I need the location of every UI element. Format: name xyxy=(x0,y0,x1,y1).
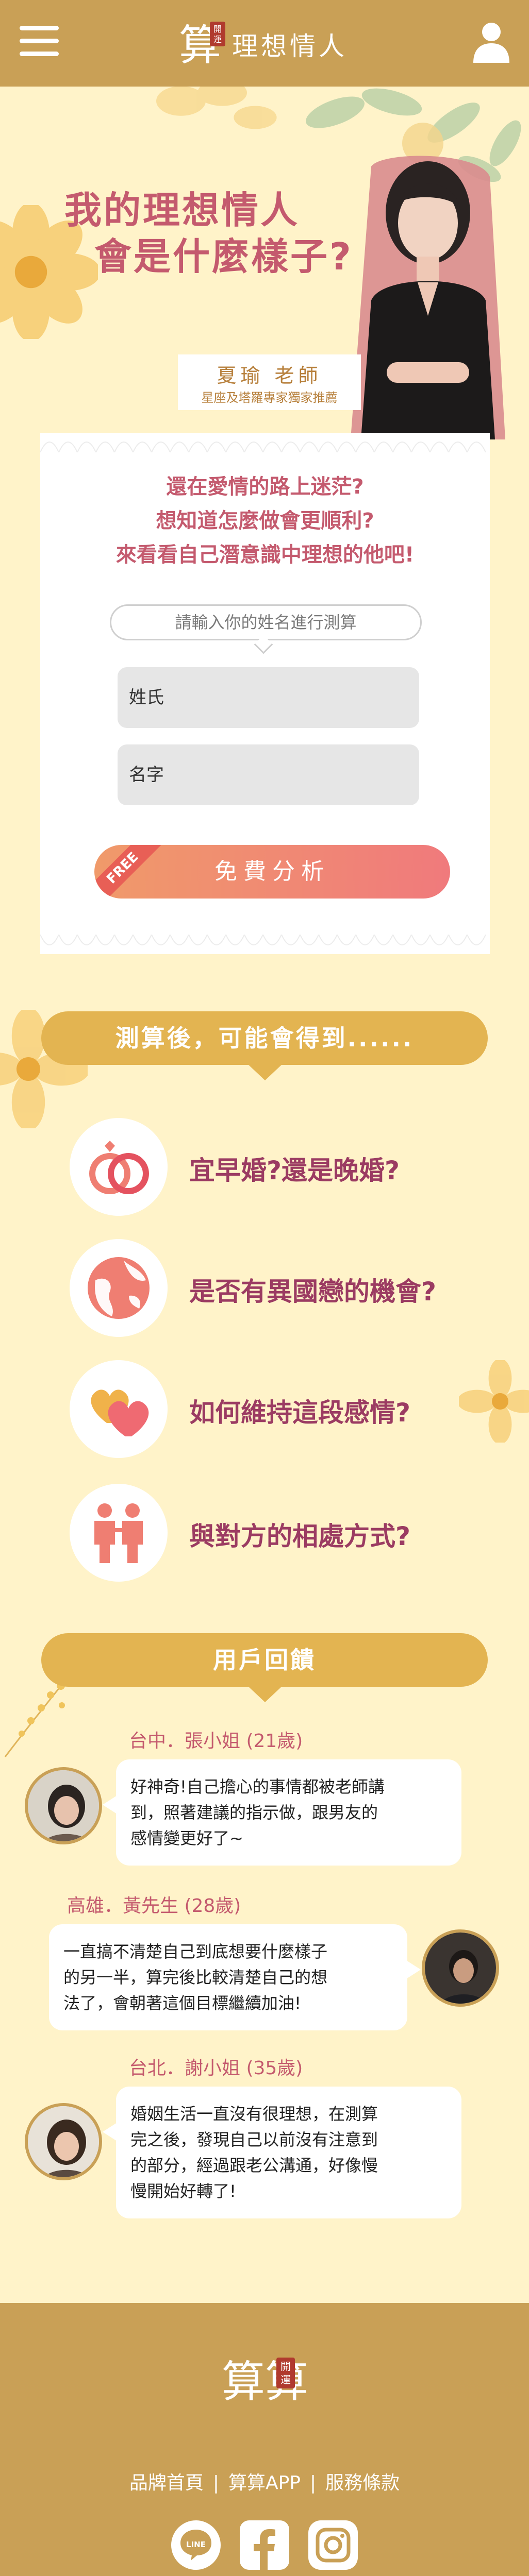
hero-section: 我的理想情人 會是什麼樣子? 夏瑜 老師 星座及塔羅專家獨家推薦 xyxy=(0,87,529,447)
footer-logo-badge-char: 運 xyxy=(280,2374,291,2386)
benefit-item: 如何維持這段感情? xyxy=(70,1360,482,1458)
rings-icon xyxy=(89,1141,149,1194)
brand-logo[interactable]: 算 開 運 xyxy=(173,14,230,72)
hearts-icon xyxy=(91,1389,149,1436)
testimonial-bubble: 好神奇!自己擔心的事情都被老師講 到，照著建議的指示做，跟男友的 感情變更好了~ xyxy=(103,1759,461,1866)
benefit-label: 如何維持這段感情? xyxy=(189,1398,411,1428)
benefit-icon-circle xyxy=(70,1360,168,1458)
surname-input[interactable] xyxy=(118,667,419,728)
teacher-label: 夏瑜 老師 星座及塔羅專家獨家推薦 xyxy=(178,354,361,410)
footer-brand-logo[interactable]: 算算 開 運 xyxy=(217,2349,312,2452)
teacher-name: 夏瑜 老師 xyxy=(217,364,322,387)
lace-border-top xyxy=(40,442,490,452)
footer: 算算 開 運 品牌首頁|算算APP|服務條款 LINE opftservice@… xyxy=(0,2303,529,2576)
benefit-item: 是否有異國戀的機會? xyxy=(70,1239,482,1337)
testimonial-line: 慢開始好轉了! xyxy=(130,2181,236,2201)
testimonial-line: 到，照著建議的指示做，跟男友的 xyxy=(130,1803,378,1822)
footer-logo-char: 算算 xyxy=(222,2357,308,2407)
avatar xyxy=(25,1767,102,1844)
hero-heading-line1: 我的理想情人 xyxy=(64,189,300,232)
hero-heading-line2: 會是什麼樣子? xyxy=(94,235,353,278)
testimonial-author: 台中．張小姐 (21歲) xyxy=(129,1731,303,1752)
free-analysis-label: 免費分析 xyxy=(214,858,330,885)
avatar xyxy=(422,1929,499,2007)
testimonials-banner: 用戶回饋 xyxy=(41,1633,488,1702)
benefit-icon-circle xyxy=(70,1239,168,1337)
app-title: 理想情人 xyxy=(232,31,348,61)
footer-link-home[interactable]: 品牌首頁 xyxy=(129,2472,204,2494)
testimonial-author: 高雄．黃先生 (28歲) xyxy=(67,1895,241,1917)
testimonial-line: 完之後，發現自己以前沒有注意到 xyxy=(130,2130,378,2149)
form-intro-line: 來看看自己潛意識中理想的他吧! xyxy=(115,543,415,567)
testimonial-line: 一直搞不清楚自己到底想要什麼樣子 xyxy=(63,1942,328,1961)
benefit-label: 是否有異國戀的機會? xyxy=(189,1277,437,1307)
footer-nav-separator: | xyxy=(310,2472,317,2494)
teacher-portrait xyxy=(351,156,505,439)
benefit-icon-circle xyxy=(70,1118,168,1216)
testimonial-bubble: 婚姻生活一直沒有很理想，在測算 完之後，發現自己以前沒有注意到 的部分，經過跟老… xyxy=(103,2087,461,2218)
name-instruction-bubble: 請輸入你的姓名進行測算 xyxy=(110,604,422,640)
testimonial-author: 台北．謝小姐 (35歲) xyxy=(129,2058,303,2079)
testimonial-line: 法了，會朝著這個目標繼續加油! xyxy=(63,1993,301,2013)
line-icon[interactable]: LINE xyxy=(170,2519,222,2571)
line-icon-text: LINE xyxy=(186,2540,206,2549)
footer-link-terms[interactable]: 服務條款 xyxy=(325,2472,400,2494)
decorative-flower-icon xyxy=(459,1360,529,1443)
form-intro-line: 想知道怎麼做會更順利? xyxy=(156,509,374,533)
hamburger-icon[interactable] xyxy=(20,26,59,57)
testimonial-line: 的部分，經過跟老公溝通，好像慢 xyxy=(130,2156,378,2175)
decorative-sprig-icon xyxy=(4,1682,65,1757)
svg-text:開: 開 xyxy=(213,24,222,34)
testimonial-line: 好神奇!自己擔心的事情都被老師講 xyxy=(130,1777,385,1797)
free-analysis-button[interactable]: FREE 免費分析 xyxy=(94,845,450,899)
name-form-card: 還在愛情的路上迷茫? 想知道怎麼做會更順利? 來看看自己潛意識中理想的他吧! 請… xyxy=(40,433,490,954)
testimonial-line: 婚姻生活一直沒有很理想，在測算 xyxy=(130,2104,378,2124)
avatar xyxy=(25,2103,102,2180)
globe-icon xyxy=(88,1257,150,1319)
hero-heading: 我的理想情人 會是什麼樣子? xyxy=(64,187,353,280)
benefit-label: 宜早婚?還是晚婚? xyxy=(189,1156,400,1185)
benefit-item: 宜早婚?還是晚婚? xyxy=(70,1118,482,1216)
svg-text:運: 運 xyxy=(213,35,222,44)
benefit-label: 與對方的相處方式? xyxy=(189,1521,411,1551)
testimonial-line: 的另一半，算完後比較清楚自己的想 xyxy=(63,1968,328,1987)
footer-logo-badge-char: 開 xyxy=(280,2360,291,2372)
decorative-flower-icon xyxy=(0,205,98,339)
teacher-description: 星座及塔羅專家獨家推薦 xyxy=(201,391,338,405)
benefits-banner: 測算後，可能會得到...... xyxy=(41,1011,488,1080)
couple-icon xyxy=(94,1503,143,1563)
form-intro-text: 還在愛情的路上迷茫? 想知道怎麼做會更順利? 來看看自己潛意識中理想的他吧! xyxy=(40,470,490,572)
instagram-icon[interactable] xyxy=(307,2519,359,2571)
footer-link-app[interactable]: 算算APP xyxy=(228,2472,301,2494)
app-header: 算 開 運 理想情人 xyxy=(0,0,529,87)
facebook-icon[interactable] xyxy=(239,2519,290,2571)
decorative-flower-icon xyxy=(156,87,277,129)
given-name-input[interactable] xyxy=(118,744,419,805)
benefit-item: 與對方的相處方式? xyxy=(70,1484,482,1582)
testimonial-line: 感情變更好了~ xyxy=(130,1828,243,1848)
lace-border-bottom xyxy=(40,935,486,945)
footer-nav-separator: | xyxy=(212,2472,219,2494)
footer-nav: 品牌首頁 | 算算APP | 服務條款 xyxy=(0,2468,529,2495)
benefit-icon-circle xyxy=(70,1484,168,1582)
user-icon[interactable] xyxy=(472,22,510,63)
testimonial-bubble: 一直搞不清楚自己到底想要什麼樣子 的另一半，算完後比較清楚自己的想 法了，會朝著… xyxy=(49,1924,421,2030)
form-intro-line: 還在愛情的路上迷茫? xyxy=(166,475,364,499)
